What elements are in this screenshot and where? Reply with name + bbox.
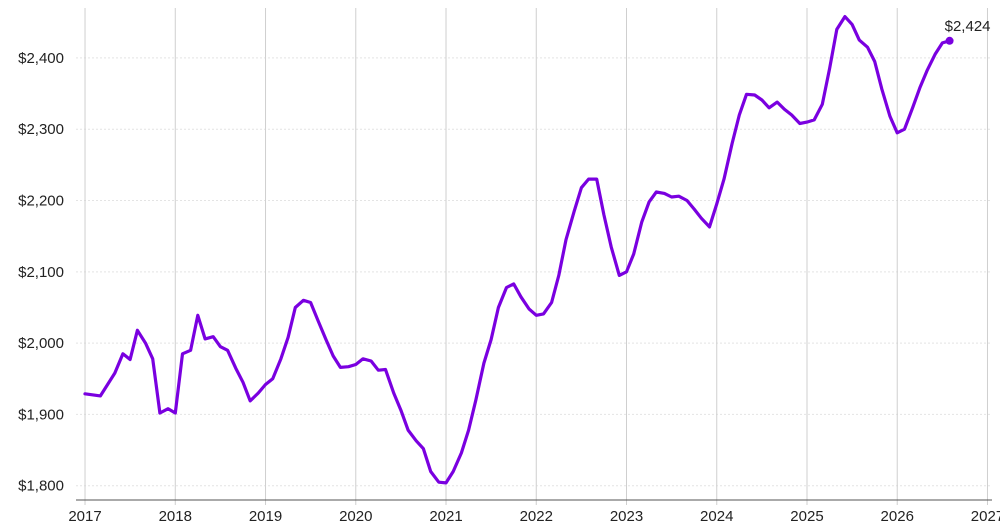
x-tick-label: 2025 xyxy=(790,508,823,525)
x-tick-label: 2023 xyxy=(610,508,643,525)
x-tick-label: 2017 xyxy=(68,508,101,525)
x-tick-label: 2022 xyxy=(520,508,553,525)
last-data-point xyxy=(945,36,954,45)
price-series-line xyxy=(83,15,952,485)
x-tick-label: 2019 xyxy=(249,508,282,525)
x-tick-label: 2027 xyxy=(971,508,1000,525)
x-tick-label: 2021 xyxy=(429,508,462,525)
last-value-label: $2,424 xyxy=(945,18,991,35)
x-tick-label: 2020 xyxy=(339,508,372,525)
x-tick-label: 2018 xyxy=(159,508,192,525)
x-tick-label: 2026 xyxy=(881,508,914,525)
x-axis-tick-labels: 2017 2018 2019 2020 2021 2022 2023 2024 2025 2026… xyxy=(68,508,1000,525)
y-tick-label: $1,800 xyxy=(18,478,64,495)
y-tick-label: $1,900 xyxy=(18,406,64,423)
y-tick-label: $2,300 xyxy=(18,121,64,138)
y-tick-label: $2,400 xyxy=(18,50,64,67)
x-tick-label: 2024 xyxy=(700,508,733,525)
horizontal-gridlines xyxy=(76,57,992,487)
y-axis-tick-labels: $1,800 $1,900 $2,000 $2,100 $2,200 $2,300 $2,4… xyxy=(18,50,64,495)
y-tick-label: $2,100 xyxy=(18,264,64,281)
vertical-gridlines xyxy=(84,8,988,505)
y-tick-label: $2,200 xyxy=(18,193,64,210)
y-tick-label: $2,000 xyxy=(18,335,64,352)
